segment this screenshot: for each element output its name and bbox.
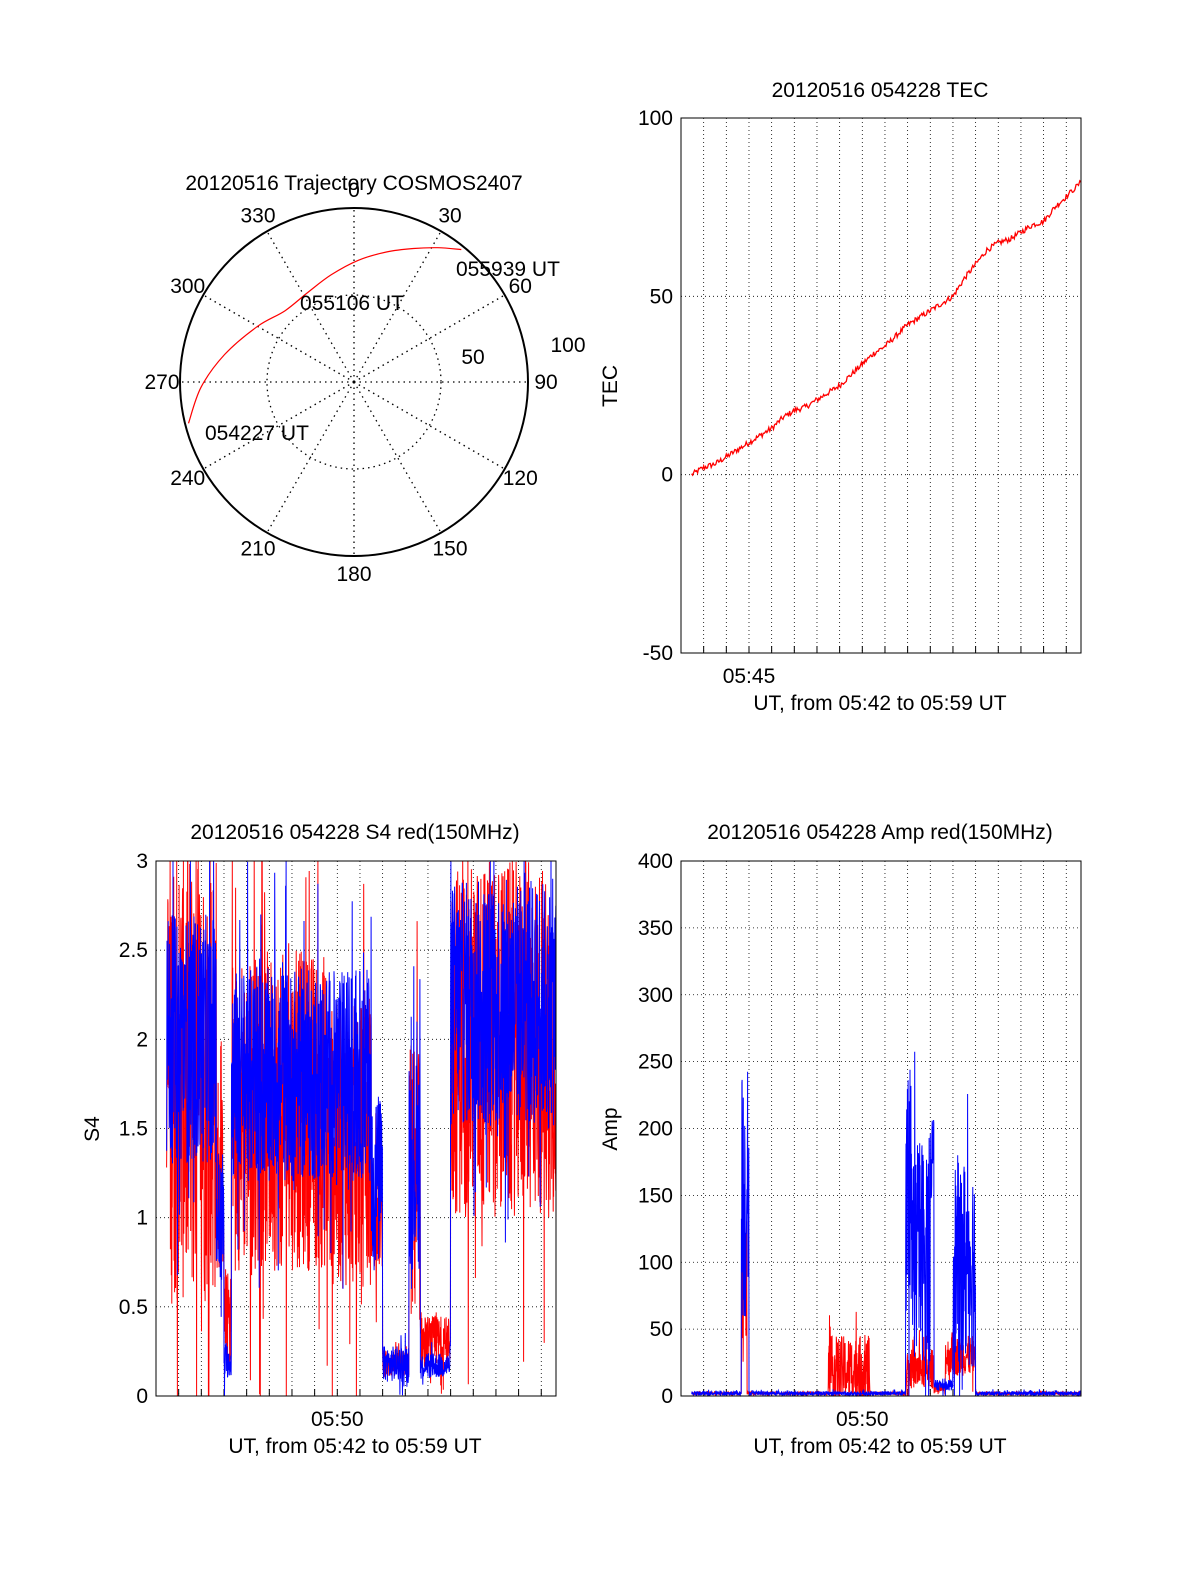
tec-x-tick-labels: 05:45 bbox=[723, 665, 776, 688]
amp-plot-frame bbox=[680, 860, 1082, 1397]
polar-azimuth-label-180: 180 bbox=[336, 563, 371, 586]
s4-ytick-label: 3 bbox=[136, 850, 148, 873]
polar-spoke-330 bbox=[266, 230, 355, 383]
amp-xlabel: UT, from 05:42 to 05:59 UT bbox=[753, 1435, 1006, 1458]
trajectory-annotation-mid: 055106 UT bbox=[300, 292, 404, 315]
polar-spoke-150 bbox=[353, 381, 442, 534]
polar-azimuth-label-240: 240 bbox=[170, 467, 205, 490]
tec-ylabel: TEC bbox=[599, 365, 622, 407]
polar-azimuth-label-330: 330 bbox=[240, 205, 275, 228]
amp-xtick-label: 05:50 bbox=[836, 1408, 889, 1431]
tec-xlabel: UT, from 05:42 to 05:59 UT bbox=[753, 692, 1006, 715]
amp-ytick-label: 350 bbox=[638, 917, 673, 940]
polar-spoke-120 bbox=[353, 381, 506, 470]
trajectory-track bbox=[187, 247, 462, 424]
tec-ytick-label: 50 bbox=[650, 285, 673, 308]
polar-azimuth-label-0: 0 bbox=[348, 179, 360, 202]
polar-spoke-300 bbox=[202, 294, 355, 383]
s4-y-tick-labels: 3 2.5 2 1.5 1 0.5 0 bbox=[119, 850, 148, 1408]
amp-series-blue bbox=[691, 1051, 1082, 1398]
trajectory-annotation-end: 055939 UT bbox=[456, 258, 560, 281]
s4-ytick-label: 0.5 bbox=[119, 1296, 148, 1319]
s4-ytick-label: 1 bbox=[136, 1207, 148, 1230]
amp-ytick-label: 50 bbox=[650, 1318, 673, 1341]
polar-spoke-30 bbox=[353, 230, 442, 383]
polar-radial-label-50: 50 bbox=[461, 346, 484, 369]
tec-xtick-label: 05:45 bbox=[723, 665, 776, 688]
s4-plot: 20120516 054228 S4 red(150MHz) 3 2.5 2 1.5 1… bbox=[81, 821, 557, 1458]
s4-title: 20120516 054228 S4 red(150MHz) bbox=[190, 821, 519, 844]
s4-x-tick-labels: 05:50 bbox=[311, 1408, 364, 1431]
amp-plot: 20120516 054228 Amp red(150MHz) 400 350 30… bbox=[599, 821, 1082, 1458]
s4-series bbox=[166, 860, 557, 1397]
tec-grid bbox=[680, 118, 1081, 653]
polar-azimuth-label-150: 150 bbox=[432, 537, 467, 560]
s4-plot-frame bbox=[155, 860, 557, 1397]
polar-grid bbox=[180, 208, 528, 556]
polar-azimuth-label-120: 120 bbox=[503, 467, 538, 490]
amp-title: 20120516 054228 Amp red(150MHz) bbox=[707, 821, 1053, 844]
s4-series-blue bbox=[166, 860, 557, 1396]
s4-ytick-label: 2.5 bbox=[119, 939, 148, 962]
amp-ytick-label: 150 bbox=[638, 1184, 673, 1207]
s4-ytick-label: 0 bbox=[136, 1385, 148, 1408]
polar-frame bbox=[179, 207, 529, 557]
trajectory-annotation-start: 054227 UT bbox=[205, 422, 309, 445]
polar-spoke-60 bbox=[353, 294, 506, 383]
tec-ytick-label: 0 bbox=[661, 464, 673, 487]
amp-ytick-label: 300 bbox=[638, 984, 673, 1007]
amp-ytick-label: 200 bbox=[638, 1118, 673, 1141]
s4-ytick-label: 2 bbox=[136, 1028, 148, 1051]
polar-ring-50 bbox=[266, 294, 442, 470]
polar-azimuth-label-90: 90 bbox=[534, 371, 557, 394]
polar-radial-label-100: 100 bbox=[550, 334, 585, 357]
amp-series bbox=[691, 1051, 1082, 1398]
tec-y-tick-labels: 100 50 0 -50 bbox=[638, 107, 673, 665]
s4-ytick-label: 1.5 bbox=[119, 1118, 148, 1141]
amp-x-tick-labels: 05:50 bbox=[836, 1408, 889, 1431]
polar-azimuth-labels: 0 30 60 90 120 150 180 210 240 270 300 330 bbox=[144, 179, 557, 586]
s4-xlabel: UT, from 05:42 to 05:59 UT bbox=[228, 1435, 481, 1458]
s4-ylabel: S4 bbox=[81, 1116, 104, 1142]
polar-azimuth-label-30: 30 bbox=[438, 205, 461, 228]
polar-azimuth-label-270: 270 bbox=[144, 371, 179, 394]
amp-series-red bbox=[691, 1221, 1082, 1397]
amp-ytick-label: 250 bbox=[638, 1051, 673, 1074]
trajectory-plot: 20120516 Trajectory COSMOS2407 0 30 60 90 12… bbox=[144, 172, 585, 586]
amp-ytick-label: 100 bbox=[638, 1251, 673, 1274]
amp-y-tick-labels: 400 350 300 250 200 150 100 50 0 bbox=[638, 850, 673, 1408]
polar-azimuth-label-60: 60 bbox=[509, 275, 532, 298]
amp-ylabel: Amp bbox=[599, 1107, 622, 1150]
trajectory-title: 20120516 Trajectory COSMOS2407 bbox=[185, 172, 522, 195]
tec-ytick-label: -50 bbox=[643, 642, 673, 665]
polar-azimuth-label-210: 210 bbox=[240, 537, 275, 560]
polar-spoke-210 bbox=[266, 381, 355, 534]
polar-spoke-240 bbox=[202, 381, 355, 470]
tec-plot-frame bbox=[680, 117, 1082, 654]
s4-xtick-label: 05:50 bbox=[311, 1408, 364, 1431]
polar-azimuth-label-300: 300 bbox=[170, 275, 205, 298]
amp-ytick-label: 400 bbox=[638, 850, 673, 873]
tec-ytick-label: 100 bbox=[638, 107, 673, 130]
amp-ytick-label: 0 bbox=[661, 1385, 673, 1408]
tec-title: 20120516 054228 TEC bbox=[772, 79, 989, 102]
tec-series-line bbox=[691, 179, 1082, 477]
